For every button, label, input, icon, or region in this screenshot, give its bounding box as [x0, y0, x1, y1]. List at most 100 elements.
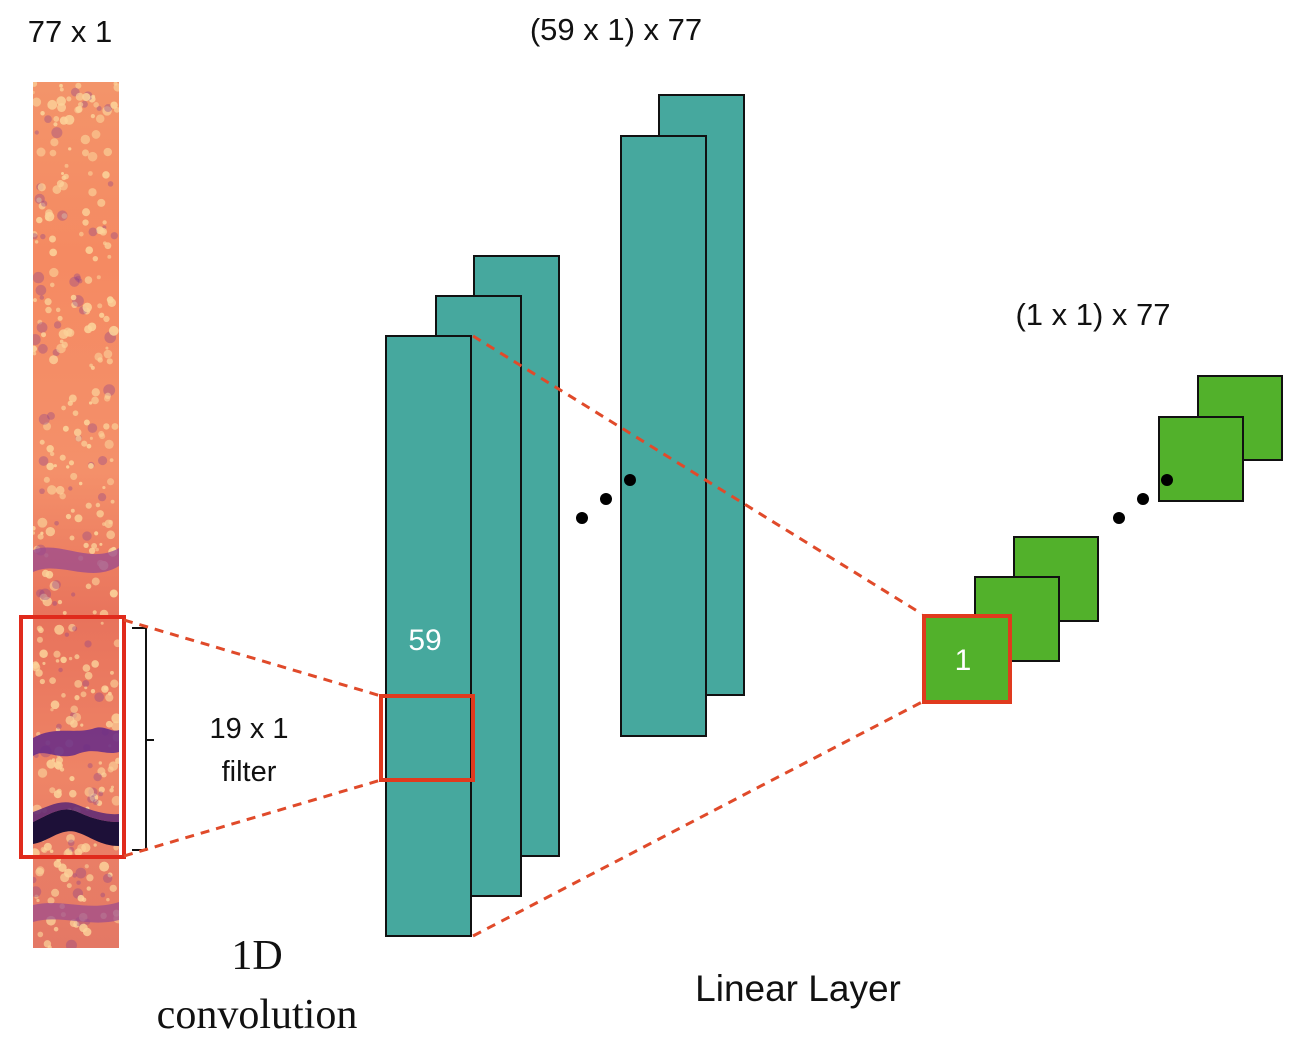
heatmap-background	[33, 82, 119, 948]
heatmap-speckle	[89, 436, 93, 440]
ellipsis-dot	[624, 474, 636, 486]
heatmap-speckle	[95, 547, 99, 552]
heatmap-speckle	[70, 508, 75, 513]
heatmap-speckle	[61, 171, 65, 175]
heatmap-speckle	[95, 502, 101, 508]
heatmap-speckle	[58, 667, 63, 673]
heatmap-speckle	[50, 700, 60, 710]
heatmap-speckle	[58, 863, 67, 873]
heatmap-speckle	[34, 240, 39, 244]
heatmap-speckle	[59, 87, 64, 92]
heatmap-speckle	[59, 83, 63, 88]
heatmap-speckle	[70, 705, 79, 714]
heatmap-speckle	[51, 127, 63, 139]
heatmap-speckle	[105, 720, 113, 728]
heatmap-speckle	[111, 721, 119, 731]
heatmap-speckle	[49, 282, 55, 288]
linear-units-stack-front	[922, 536, 1099, 704]
heatmap-speckle	[69, 775, 75, 782]
heatmap-speckle	[87, 151, 98, 162]
heatmap-speckle	[36, 625, 43, 632]
heatmap-speckle	[104, 519, 113, 529]
heatmap-speckle	[109, 589, 118, 598]
heatmap-speckle	[67, 839, 75, 847]
heatmap-speckle	[33, 886, 42, 898]
heatmap-speckle	[49, 149, 57, 157]
heatmap-speckle	[40, 233, 46, 240]
heatmap-band	[33, 547, 119, 573]
feature-map	[385, 335, 472, 937]
heatmap-speckle	[49, 355, 59, 365]
conv-output-size-label: (59 x 1) x 77	[530, 12, 702, 47]
heatmap-speckle	[37, 768, 48, 778]
heatmap-speckle	[88, 401, 93, 405]
heatmap-speckle	[61, 213, 68, 219]
heatmap-speckle	[97, 357, 103, 363]
heatmap-speckle	[102, 106, 112, 116]
input-size-label: 77 x 1	[28, 14, 112, 49]
heatmap-speckle	[55, 307, 61, 313]
heatmap-speckle	[33, 351, 37, 356]
heatmap-speckle	[53, 464, 57, 468]
heatmap-speckle	[36, 216, 43, 224]
heatmap-speckle	[51, 888, 60, 897]
filter-bracket	[132, 627, 154, 851]
heatmap-speckle	[69, 276, 80, 287]
connector-lines	[123, 334, 923, 938]
heatmap-speckle	[99, 312, 105, 318]
heatmap-speckle	[93, 772, 102, 782]
heatmap-speckle	[33, 298, 37, 303]
feature-length-label: 59	[408, 624, 441, 657]
heatmap-speckle	[68, 623, 76, 632]
heatmap-speckle	[47, 412, 55, 420]
heatmap-speckle	[82, 302, 92, 313]
heatmap-speckle	[38, 456, 49, 466]
heatmap-speckle	[75, 867, 87, 879]
heatmap-speckle	[56, 723, 62, 730]
heatmap-speckle	[49, 267, 59, 278]
heatmap-speckle	[113, 844, 119, 851]
heatmap-speckle	[64, 868, 73, 878]
heatmap-speckle	[91, 94, 96, 99]
heatmap-speckle	[90, 114, 95, 119]
heatmap-speckle	[92, 799, 99, 805]
ellipsis-dot	[1161, 474, 1173, 486]
heatmap-speckle	[84, 671, 93, 680]
heatmap-speckle	[85, 583, 92, 590]
heatmap-speckle	[68, 656, 73, 661]
heatmap-speckle	[40, 111, 45, 116]
feature-filter-window	[379, 694, 475, 782]
heatmap-speckle	[79, 231, 84, 237]
heatmap-speckle	[49, 677, 56, 684]
heatmap-speckle	[33, 525, 36, 531]
heatmap-speckle	[69, 789, 77, 798]
heatmap-speckle	[109, 788, 114, 793]
heatmap-speckle	[107, 691, 112, 696]
heatmap-speckle	[105, 693, 114, 702]
heatmap-speckle	[99, 542, 103, 546]
heatmap-speckle	[39, 588, 52, 601]
heatmap-speckle	[93, 102, 99, 108]
heatmap-speckle	[69, 535, 75, 541]
heatmap-speckle	[81, 843, 91, 853]
heatmap-speckle	[101, 685, 109, 693]
heatmap-speckle	[110, 785, 114, 789]
heatmap-speckle	[110, 679, 119, 688]
heatmap-speckle	[37, 319, 43, 325]
heatmap-speckle	[68, 394, 77, 403]
heatmap-band	[33, 902, 119, 923]
heatmap-band-dark	[33, 809, 119, 846]
heatmap-speckle	[36, 898, 40, 903]
heatmap-speckle	[53, 926, 59, 932]
heatmap-speckle	[98, 456, 108, 466]
heatmap-speckle	[77, 101, 84, 108]
heatmap-speckle	[33, 90, 35, 95]
heatmap-speckle	[85, 246, 94, 255]
heatmap-speckle	[110, 101, 118, 109]
input-filter-window	[19, 615, 126, 859]
heatmap-speckle	[102, 220, 107, 225]
heatmap-speckle	[75, 82, 82, 89]
heatmap-speckle	[87, 763, 93, 769]
ellipsis-dot	[1137, 493, 1149, 505]
